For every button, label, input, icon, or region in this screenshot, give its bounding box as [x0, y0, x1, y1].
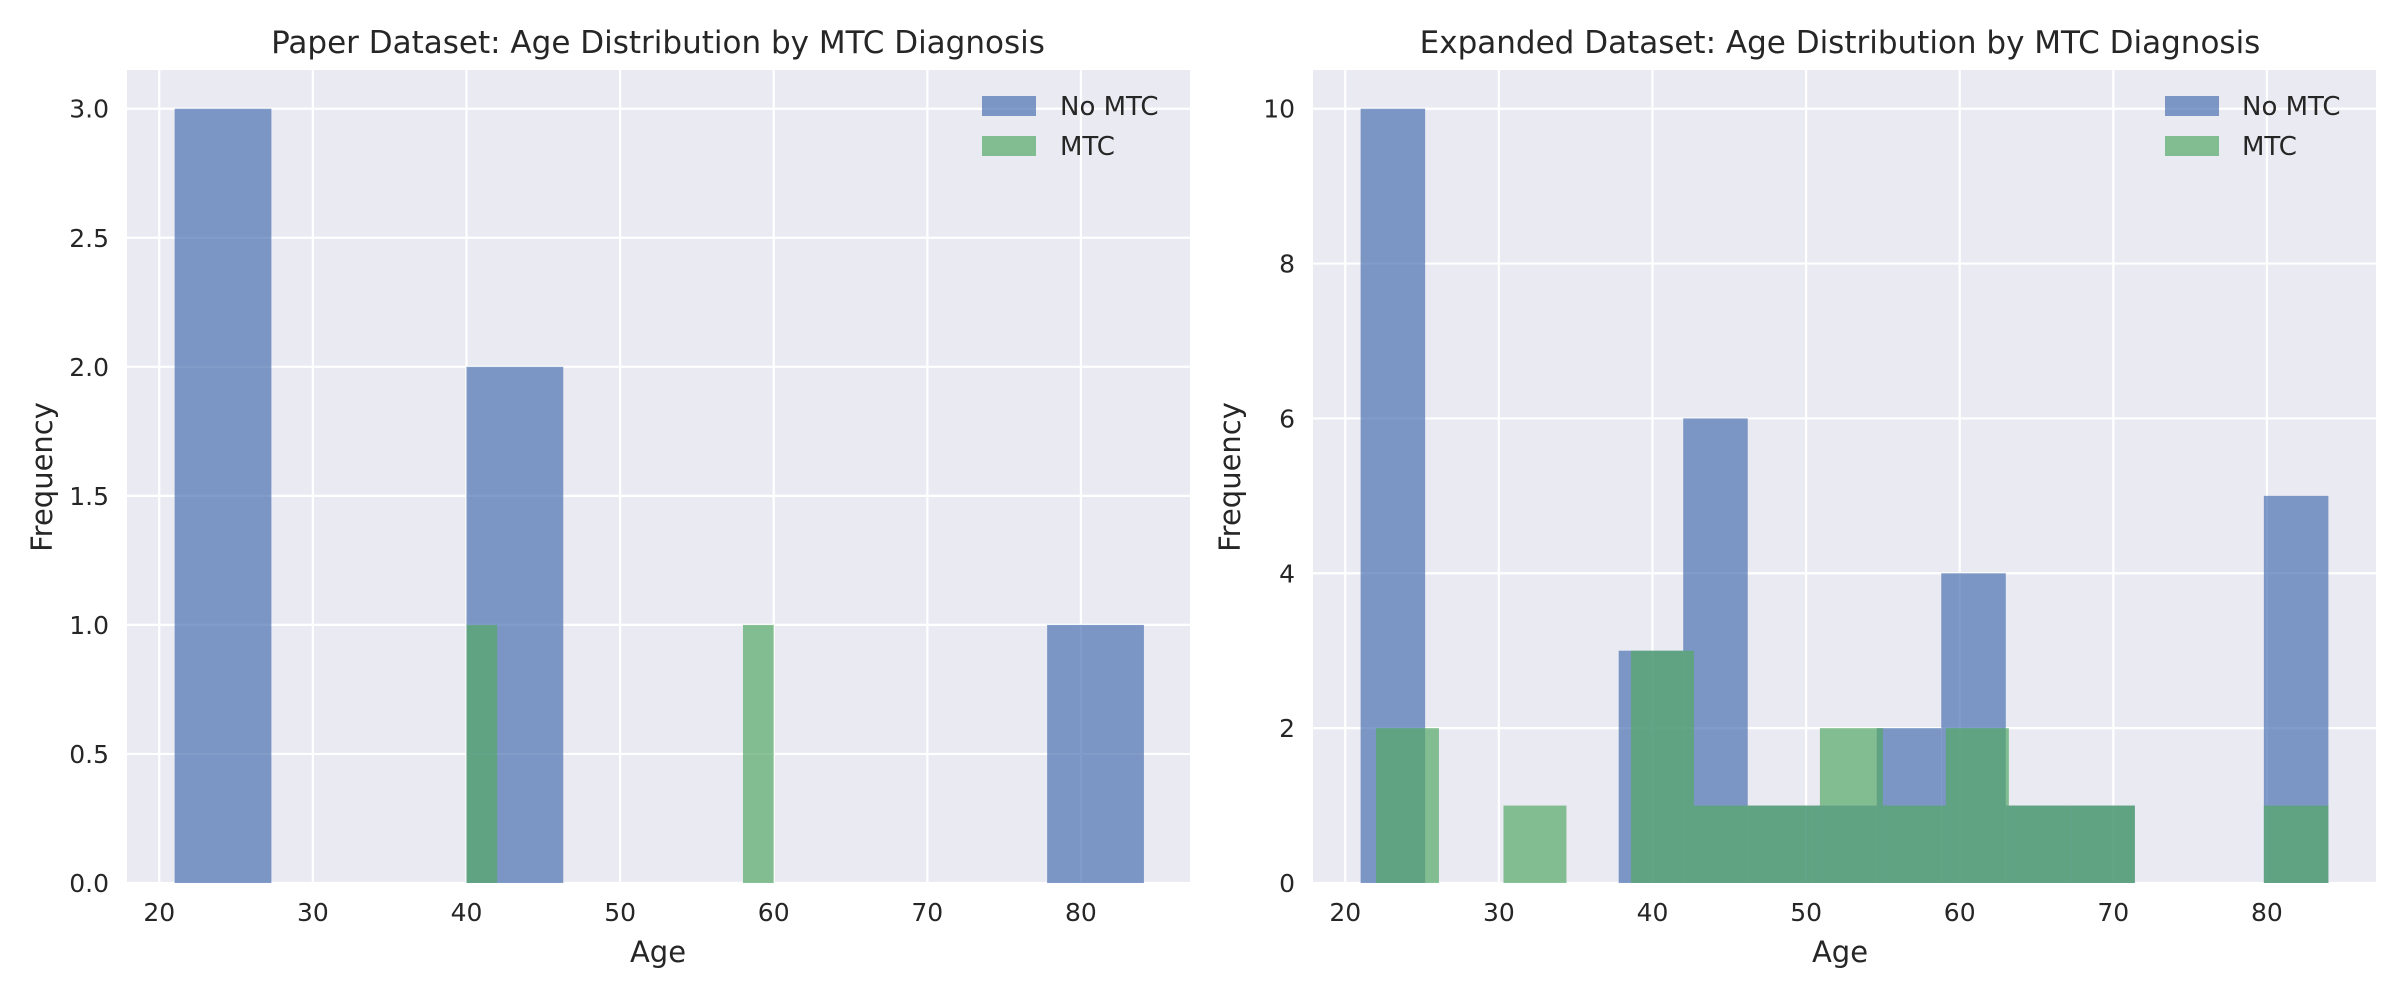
right-x-tick-label: 20 [1329, 898, 1361, 927]
left-plot-background [127, 70, 1190, 883]
left-bar-mtc [742, 624, 774, 883]
left-y-tick-label: 1.5 [69, 482, 109, 511]
left-histogram-panel: 20 30 40 50 60 70 80 0.0 0.5 1.0 1.5 2.0 2.5 3.0 Pap… [25, 25, 1190, 969]
right-y-tick-label: 10 [1263, 95, 1295, 124]
right-x-tick-label: 30 [1483, 898, 1515, 927]
left-bar-no-mtc [1047, 624, 1144, 883]
left-x-tick-label: 70 [911, 898, 943, 927]
right-y-tick-label: 0 [1279, 869, 1295, 898]
left-y-tick-label: 2.0 [69, 353, 109, 382]
left-legend: No MTC MTC [982, 92, 1159, 162]
right-bar-mtc [2263, 805, 2329, 883]
left-legend-label-no-mtc: No MTC [1060, 92, 1159, 122]
right-bar-mtc [1756, 805, 1820, 883]
left-y-ticks: 0.0 0.5 1.0 1.5 2.0 2.5 3.0 [69, 95, 109, 898]
right-bar-mtc [1945, 728, 2009, 883]
left-y-tick-label: 1.0 [69, 611, 109, 640]
left-legend-label-mtc: MTC [1060, 132, 1115, 162]
right-legend-swatch-no-mtc [2165, 96, 2219, 116]
right-bar-mtc [1503, 805, 1567, 883]
right-bar-mtc [2071, 805, 2135, 883]
left-x-tick-label: 30 [297, 898, 329, 927]
left-y-tick-label: 0.5 [69, 740, 109, 769]
right-bar-mtc [1693, 805, 1757, 883]
left-bar-mtc [466, 624, 498, 883]
right-x-axis-label: Age [1812, 935, 1868, 969]
left-x-tick-label: 50 [604, 898, 636, 927]
right-legend-label-no-mtc: No MTC [2242, 92, 2341, 122]
left-x-tick-label: 20 [143, 898, 175, 927]
left-x-tick-label: 60 [758, 898, 790, 927]
left-y-axis-label: Frequency [25, 402, 59, 552]
right-y-tick-label: 8 [1279, 250, 1295, 279]
right-x-tick-label: 80 [2251, 898, 2283, 927]
left-legend-swatch-no-mtc [982, 96, 1036, 116]
right-chart-title: Expanded Dataset: Age Distribution by MT… [1420, 25, 2261, 61]
right-bar-mtc [2008, 805, 2072, 883]
left-bars [174, 108, 1144, 883]
right-y-ticks: 0 2 4 6 8 10 [1263, 95, 1295, 898]
right-x-tick-label: 70 [2097, 898, 2129, 927]
left-y-tick-label: 2.5 [69, 224, 109, 253]
right-y-tick-label: 2 [1279, 714, 1295, 743]
right-x-tick-label: 50 [1790, 898, 1822, 927]
left-y-tick-label: 3.0 [69, 95, 109, 124]
left-x-tick-label: 80 [1065, 898, 1097, 927]
right-bar-mtc [1819, 728, 1883, 883]
right-grid [1313, 70, 2376, 885]
right-x-tick-label: 60 [1944, 898, 1976, 927]
right-x-ticks: 20 30 40 50 60 70 80 [1329, 898, 2282, 927]
right-bars [1360, 108, 2329, 883]
right-y-axis-label: Frequency [1213, 402, 1247, 552]
right-y-tick-label: 4 [1279, 559, 1295, 588]
right-x-tick-label: 40 [1637, 898, 1669, 927]
left-x-tick-label: 40 [451, 898, 483, 927]
left-x-axis-label: Age [630, 935, 686, 969]
left-legend-swatch-mtc [982, 136, 1036, 156]
left-x-ticks: 20 30 40 50 60 70 80 [143, 898, 1096, 927]
right-legend-swatch-mtc [2165, 136, 2219, 156]
left-bar-no-mtc [174, 108, 272, 883]
right-legend: No MTC MTC [2165, 92, 2341, 162]
right-bar-mtc [1630, 650, 1694, 883]
left-chart-title: Paper Dataset: Age Distribution by MTC D… [271, 25, 1045, 61]
right-histogram-panel: 20 30 40 50 60 70 80 0 2 4 6 8 10 Expanded Dataset:… [1213, 25, 2376, 969]
right-bar-mtc [1882, 805, 1946, 883]
right-bar-mtc [1375, 728, 1439, 883]
right-y-tick-label: 6 [1279, 404, 1295, 433]
right-legend-label-mtc: MTC [2242, 132, 2297, 162]
left-y-tick-label: 0.0 [69, 869, 109, 898]
